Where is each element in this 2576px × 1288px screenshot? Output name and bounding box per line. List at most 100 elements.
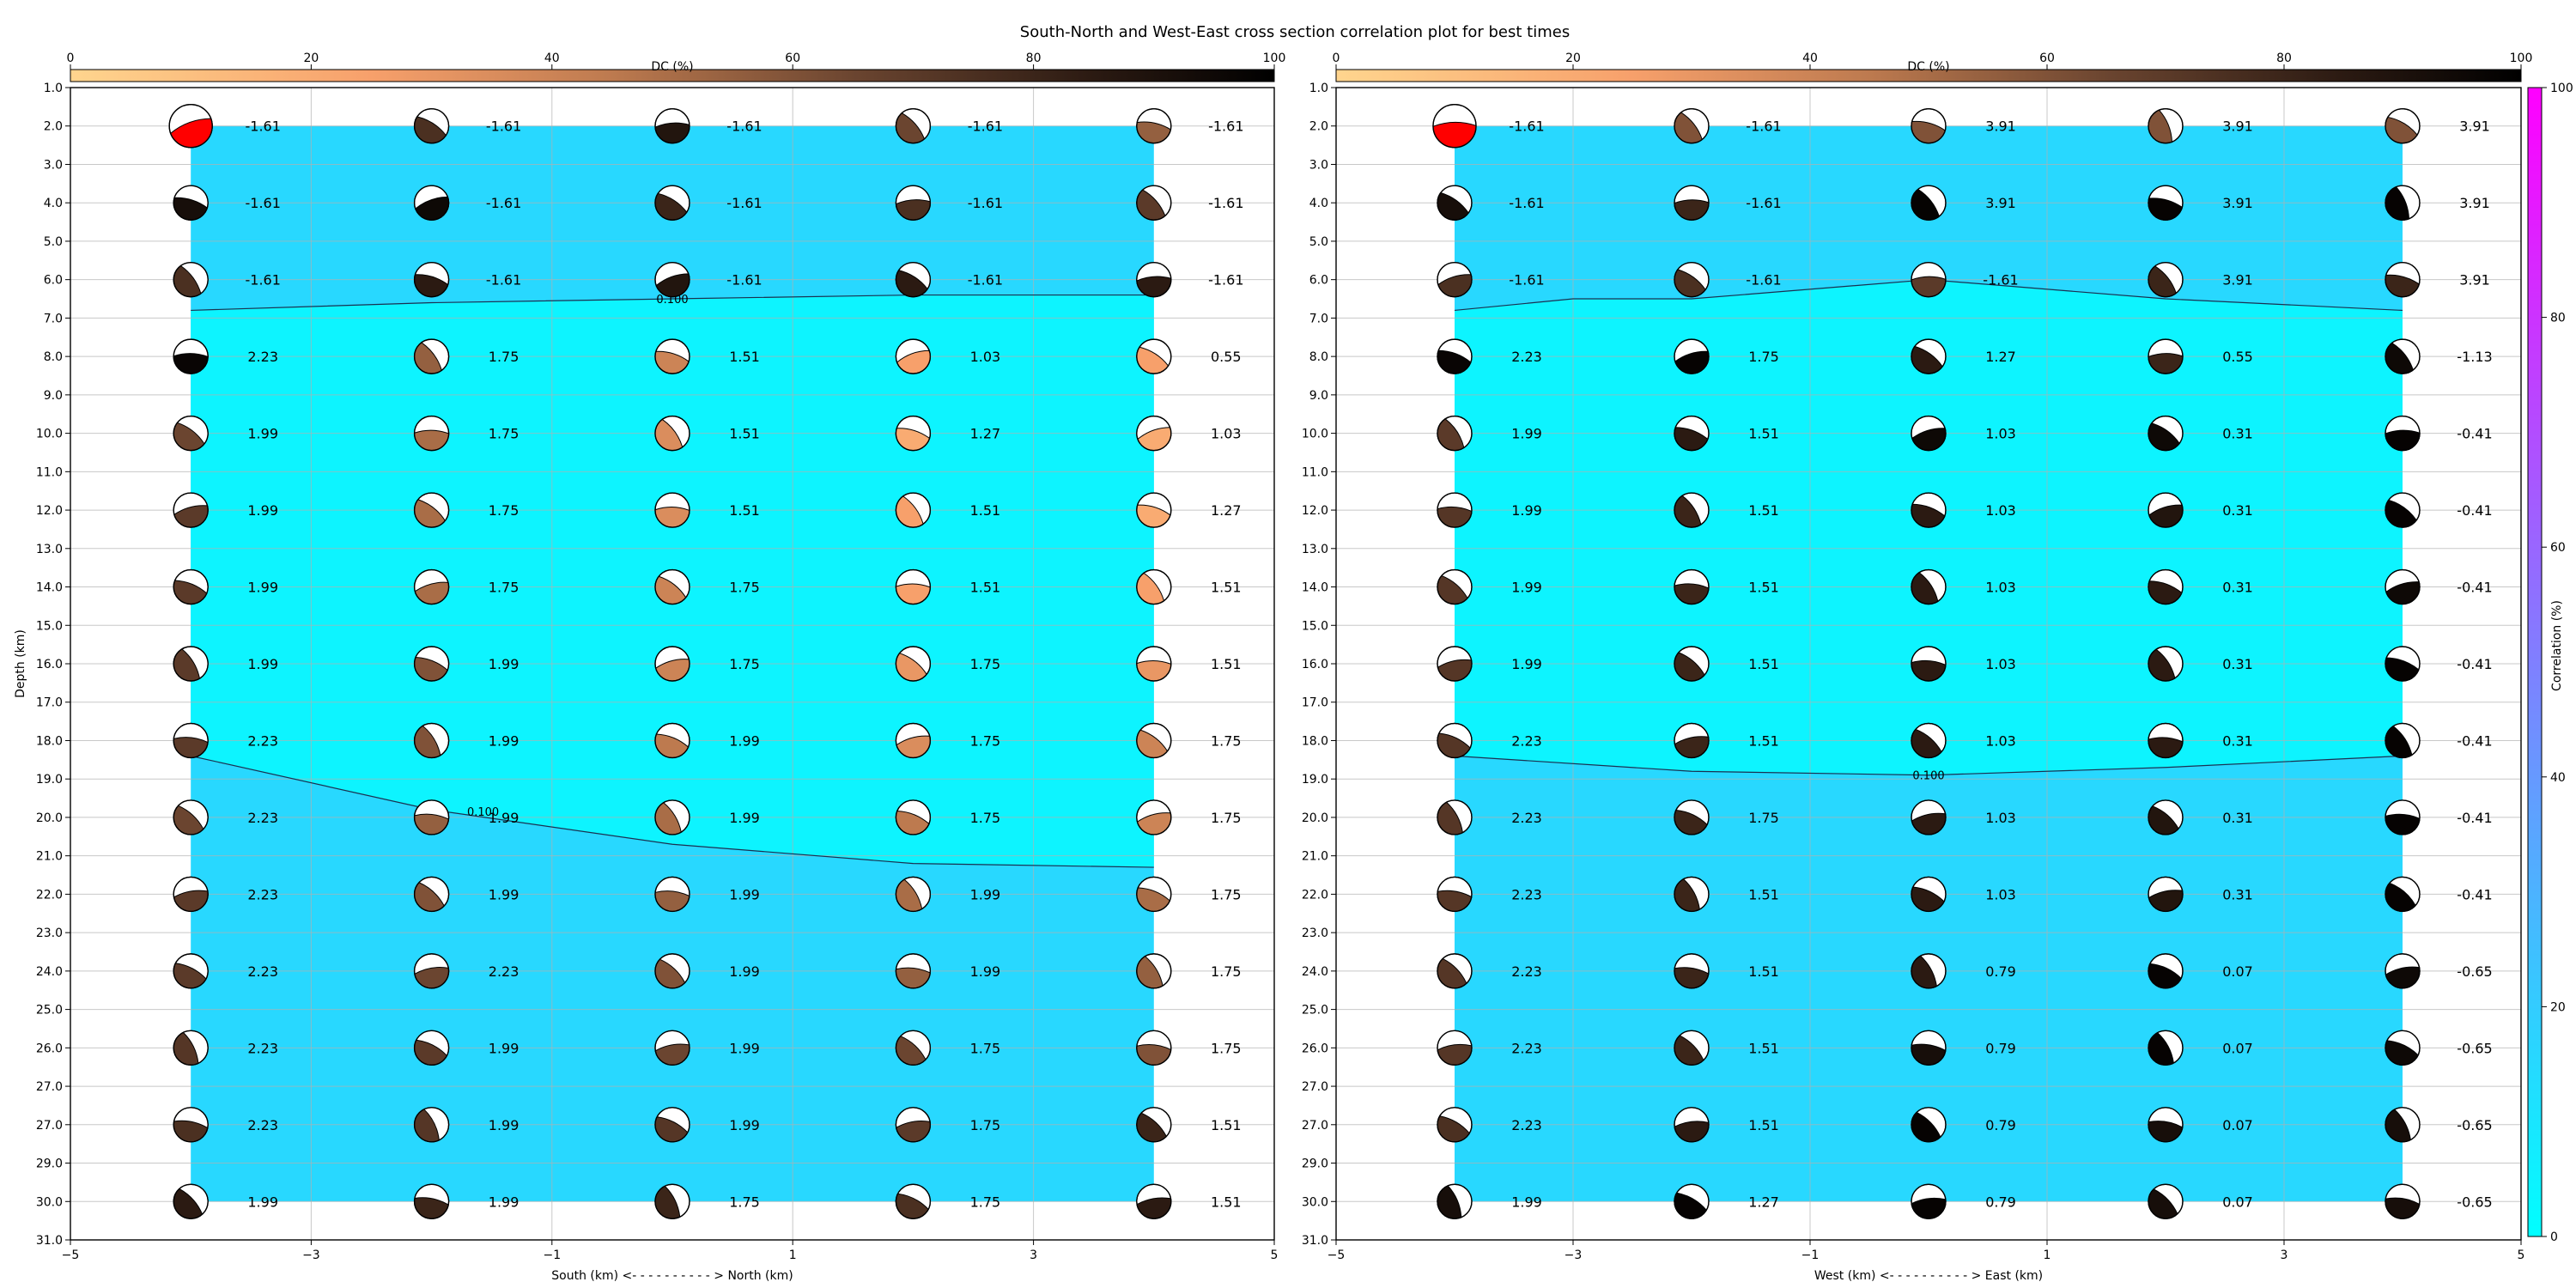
beachball [1674,799,1710,835]
beachball [2148,646,2184,682]
dc-colorbar-tick-label: 20 [1565,52,1581,65]
beachball [1136,646,1172,682]
beachball [413,415,450,452]
beachball [895,185,932,221]
beachball [654,415,690,452]
solution-value-label: 1.75 [489,580,519,596]
solution-value-label: 2.23 [1511,810,1542,826]
solution-value-label: -1.61 [1208,195,1243,211]
solution-value-label: 1.99 [729,810,760,826]
beachball [2385,646,2421,682]
beachball [413,1183,450,1219]
correlation-colorbar-tick-label: 40 [2550,771,2566,785]
y-tick-label: 1.0 [44,82,63,95]
beachball [654,1107,690,1143]
beachball [1437,799,1473,835]
y-tick-label: 2.0 [1309,120,1328,134]
y-tick-label: 18.0 [1302,734,1328,748]
beachball [173,799,209,835]
solution-value-label: 1.75 [1748,810,1779,826]
solution-value-label: 0.07 [2222,963,2253,980]
solution-value-label: -1.61 [1509,272,1544,289]
solution-value-label: 1.03 [1985,886,2016,902]
solution-value-label: 1.75 [489,426,519,442]
beachball [1911,722,1947,759]
beachball [413,876,450,913]
beachball [654,261,690,298]
beachball [1437,646,1473,682]
beachball [1437,722,1473,759]
y-tick-label: 25.0 [36,1004,63,1018]
solution-value-label: 1.27 [970,426,1001,442]
beachball [2148,261,2184,298]
y-tick-label: 1.0 [1309,82,1328,95]
y-tick-label: 17.0 [1302,696,1328,710]
solution-value-label: 1.03 [970,349,1001,365]
y-tick-label: 12.0 [36,504,63,518]
solution-value-label: 1.99 [1511,502,1542,519]
solution-value-label: 0.07 [2222,1040,2253,1056]
solution-value-label: 1.99 [489,1194,519,1210]
beachball [654,108,690,144]
solution-value-label: 1.27 [1211,502,1242,519]
solution-value-label: 1.51 [1211,1117,1242,1133]
beachball [895,1183,932,1219]
beachball [2148,108,2184,144]
solution-value-label: 0.31 [2222,580,2253,596]
solution-value-label: 2.23 [247,963,278,980]
solution-value-label: -1.61 [1208,272,1243,289]
y-tick-label: 11.0 [1302,465,1328,479]
solution-value-label: 1.99 [970,963,1001,980]
x-tick-label: −3 [302,1249,320,1262]
y-tick-label: 19.0 [36,773,63,787]
solution-value-label: 1.51 [729,502,760,519]
solution-value-label: 1.27 [1985,349,2016,365]
beachball [895,415,932,452]
solution-value-label: -1.61 [1746,118,1781,135]
beachball [654,568,690,605]
x-tick-label: −1 [1801,1249,1820,1262]
beachball [2385,953,2421,989]
beachball [173,568,209,605]
solution-value-label: 0.79 [1985,1117,2016,1133]
solution-value-label: 1.75 [970,1194,1001,1210]
solution-value-label: 1.03 [1211,426,1242,442]
beachball [654,338,690,374]
beachball [173,646,209,682]
y-tick-label: 6.0 [44,274,63,288]
beachball [2385,338,2421,374]
solution-value-label: 1.75 [729,580,760,596]
solution-value-label: 1.75 [970,1040,1001,1056]
solution-value-label: 1.99 [247,502,278,519]
solution-value-label: 1.51 [1748,426,1779,442]
solution-value-label: 1.75 [1211,810,1242,826]
solution-value-label: 1.51 [970,580,1001,596]
solution-value-label: -1.61 [486,272,521,289]
dc-colorbar-tick-label: 60 [785,52,800,65]
y-tick-label: 23.0 [1302,927,1328,940]
contour-line [191,294,1154,312]
beachball [2385,1183,2421,1219]
dc-colorbar-tick-label: 40 [1802,52,1818,65]
beachball [1437,261,1473,298]
beachball [1136,799,1172,835]
beachball [1674,568,1710,605]
y-tick-label: 4.0 [44,197,63,210]
solution-value-label: -0.65 [2457,1194,2492,1210]
contour-line [1454,755,2403,776]
beachball [1437,953,1473,989]
beachball [654,1183,690,1219]
beachball [2385,799,2421,835]
solution-value-label: 3.91 [2459,118,2490,135]
beachball [413,185,450,221]
solution-value-label: 1.99 [1511,426,1542,442]
solution-value-label: 0.07 [2222,1194,2253,1210]
solution-value-label: 1.51 [729,426,760,442]
beachball [895,722,932,759]
beachball [1911,1030,1947,1066]
beachball [2385,1107,2421,1143]
y-tick-label: 24.0 [36,965,63,979]
beachball [1674,722,1710,759]
solution-value-label: -0.41 [2457,886,2492,902]
panel-west-east: 0.1000.100-1.61-1.613.913.913.91-1.61-1.… [1302,82,2525,1283]
